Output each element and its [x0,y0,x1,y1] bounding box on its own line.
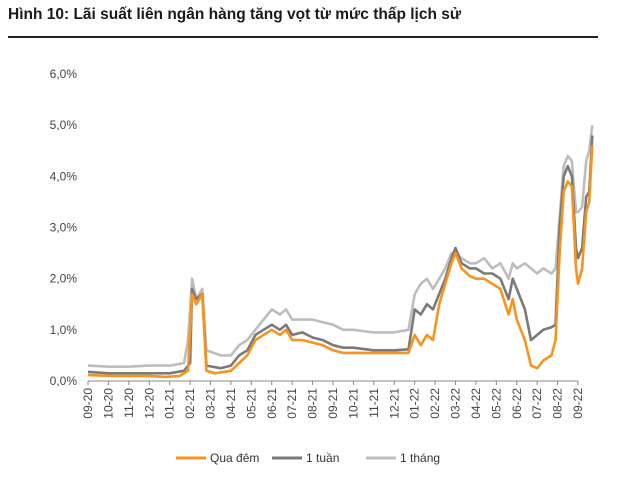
x-tick-label: 12-21 [387,388,401,419]
y-tick-label: 5,0% [50,118,78,132]
x-tick-label: 02-21 [183,388,197,419]
x-tick-label: 08-21 [306,388,320,419]
title-divider [8,36,598,38]
x-tick-label: 10-20 [101,388,115,419]
y-tick-label: 0,0% [50,374,78,388]
x-tick-label: 02-22 [428,388,442,419]
x-tick-label: 09-21 [326,388,340,419]
x-tick-label: 03-21 [204,388,218,419]
x-tick-label: 09-22 [571,388,585,419]
x-tick-label: 06-22 [510,388,524,419]
x-tick-label: 07-21 [285,388,299,419]
y-tick-label: 3,0% [50,221,78,235]
x-tick-label: 11-20 [122,388,136,418]
legend: Qua đêm 1 tuần 1 tháng [176,451,440,465]
x-tick-label: 05-21 [244,388,258,419]
y-tick-label: 4,0% [50,169,78,183]
series-line-0 [87,145,594,379]
legend-label: 1 tuần [306,451,339,465]
series-line-1 [87,135,594,375]
x-tick-label: 09-20 [81,388,95,419]
x-tick-label: 05-22 [489,388,503,419]
x-tick-label: 06-21 [265,388,279,419]
x-tick-label: 08-22 [551,388,565,419]
x-tick-label: 03-22 [449,388,463,419]
x-tick-label: 01-21 [163,388,177,419]
x-tick-label: 07-22 [530,388,544,419]
x-tick-label: 04-22 [469,388,483,419]
y-tick-label: 6,0% [50,67,78,81]
chart-title: Hình 10: Lãi suất liên ngân hàng tăng vọ… [8,6,462,23]
y-tick-label: 1,0% [50,323,78,337]
y-tick-label: 2,0% [50,272,78,286]
legend-label: 1 tháng [400,451,440,465]
series-line-2 [87,125,594,368]
legend-label: Qua đêm [210,451,259,465]
y-axis: 0,0% 1,0% 2,0% 3,0% 4,0% 5,0% 6,0% [50,67,78,388]
x-tick-label: 12-20 [142,388,156,419]
x-tick-label: 01-22 [408,388,422,419]
series-lines [87,125,594,379]
x-tick-label: 11-21 [367,388,381,418]
x-tick-label: 10-21 [346,388,360,419]
x-tick-label: 04-21 [224,388,238,419]
x-axis: 09-20 10-20 11-20 12-20 01-21 02-21 03-21 04-21… [81,380,585,419]
